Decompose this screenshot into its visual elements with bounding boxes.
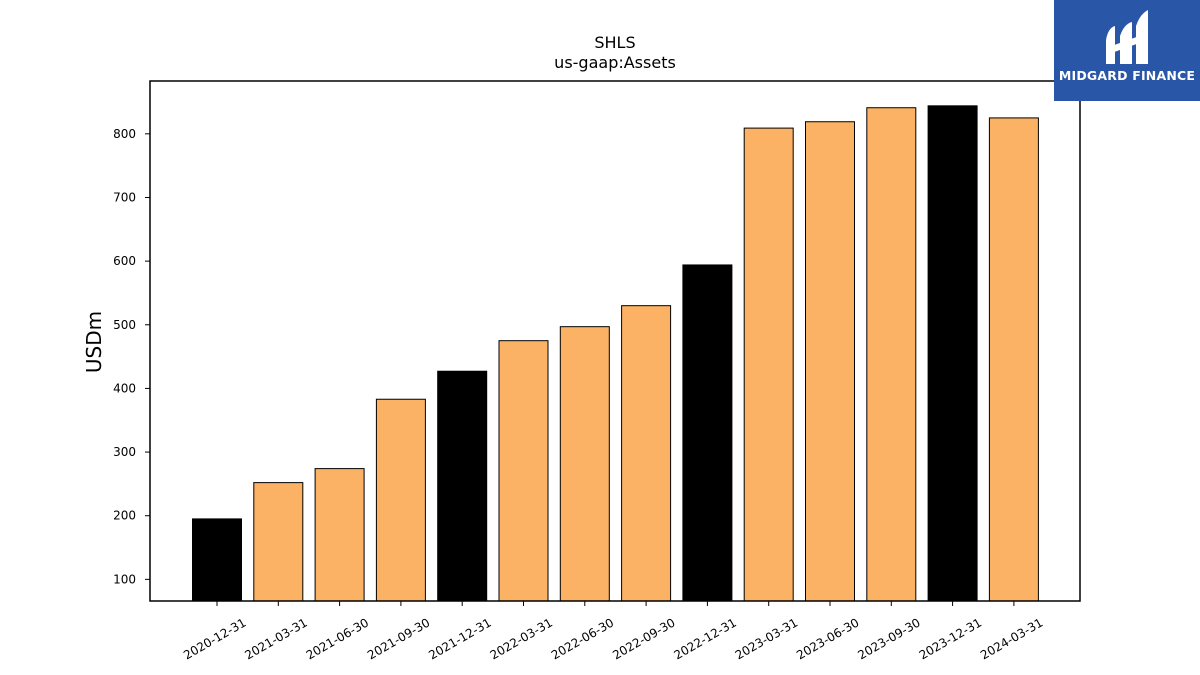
x-tick-label: 2022-12-31 — [671, 615, 738, 662]
bar-2023-06-30 — [805, 121, 855, 602]
chart-subtitle: us-gaap:Assets — [554, 53, 676, 72]
y-axis-label: USDm — [82, 311, 106, 373]
y-tick-label: 500 — [113, 318, 136, 332]
y-axis-ticks: 100 200 300 400 500 600 700 800 — [113, 127, 150, 586]
x-tick-label: 2022-09-30 — [610, 615, 677, 662]
chart-title: SHLS — [594, 33, 635, 52]
x-tick-label: 2023-03-31 — [733, 615, 800, 662]
y-tick-label: 400 — [113, 381, 136, 395]
y-tick-label: 100 — [113, 572, 136, 586]
bar-2021-12-31 — [437, 370, 488, 602]
bar-2024-03-31 — [988, 117, 1039, 602]
bar-2022-06-30 — [559, 326, 610, 602]
bar-2021-09-30 — [375, 398, 426, 602]
bar-2022-03-31 — [498, 340, 549, 602]
midgard-finance-logo: MIDGARD FINANCE — [1054, 0, 1200, 101]
y-tick-label: 200 — [113, 509, 136, 523]
logo-mark-icon — [1106, 10, 1148, 64]
bar-2020-12-31 — [192, 518, 242, 602]
bar-2022-12-31 — [682, 264, 733, 602]
x-tick-label: 2023-09-30 — [855, 615, 922, 662]
logo-text: MIDGARD FINANCE — [1058, 68, 1196, 83]
y-tick-label: 700 — [113, 190, 136, 204]
bar-2023-03-31 — [743, 127, 794, 602]
bar-2023-12-31 — [927, 105, 978, 602]
y-tick-label: 800 — [113, 127, 136, 141]
x-tick-label: 2021-03-31 — [242, 615, 309, 662]
x-tick-label: 2024-03-31 — [978, 615, 1045, 662]
bar-2023-09-30 — [866, 107, 917, 602]
bar-2021-03-31 — [253, 482, 304, 602]
x-tick-label: 2022-06-30 — [549, 615, 616, 662]
x-tick-label: 2023-12-31 — [917, 615, 984, 662]
x-tick-label: 2021-06-30 — [304, 615, 371, 662]
x-tick-label: 2021-09-30 — [365, 615, 432, 662]
x-tick-label: 2023-06-30 — [794, 615, 861, 662]
x-tick-label: 2021-12-31 — [426, 615, 493, 662]
bars-group — [192, 105, 1039, 602]
bar-2021-06-30 — [314, 468, 365, 602]
x-axis-ticks: 2020-12-312021-03-312021-06-302021-09-30… — [181, 601, 1045, 662]
y-tick-label: 600 — [113, 254, 136, 268]
x-tick-label: 2022-03-31 — [488, 615, 555, 662]
bar-2022-09-30 — [621, 305, 672, 602]
y-tick-label: 300 — [113, 445, 136, 459]
x-tick-label: 2020-12-31 — [181, 615, 248, 662]
plot-frame — [149, 80, 1081, 602]
